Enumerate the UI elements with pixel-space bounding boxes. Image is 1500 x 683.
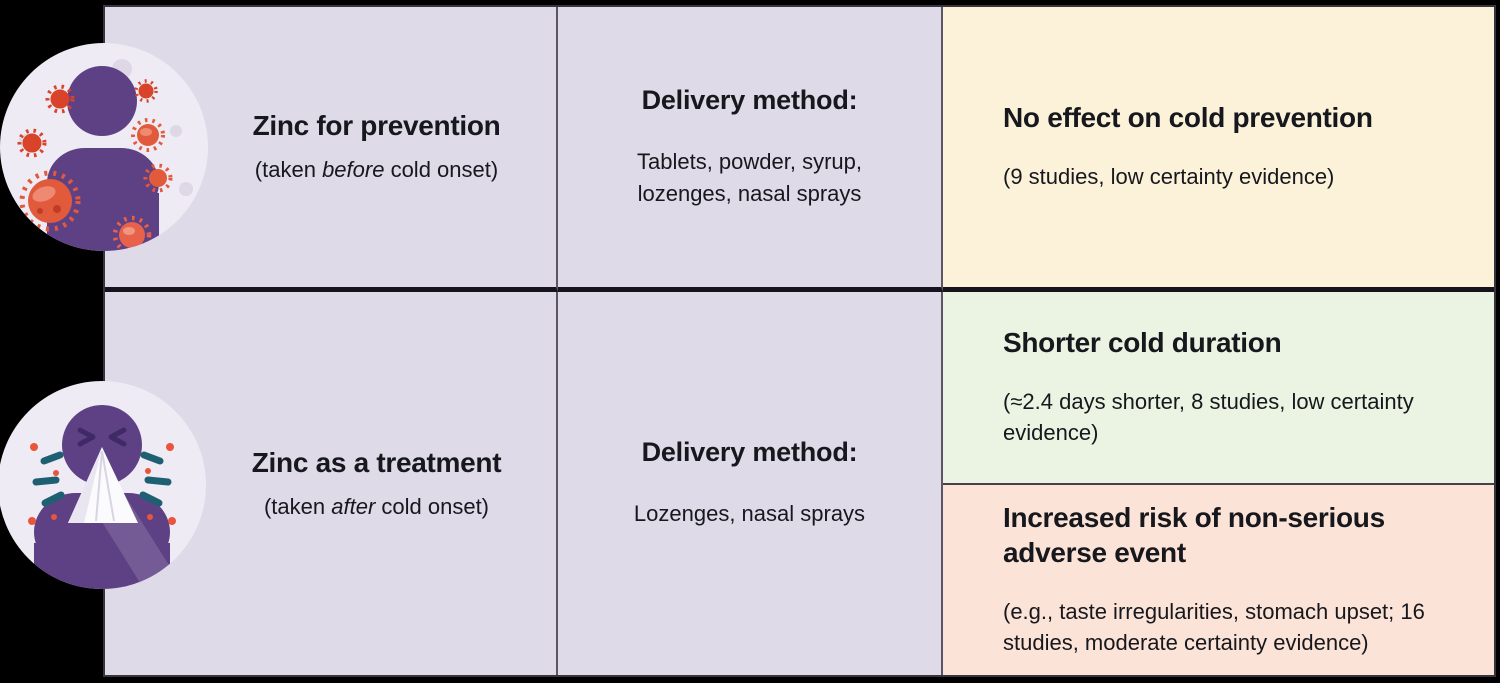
row-treatment-title: Zinc as a treatment <box>251 446 502 478</box>
outcome-detail: (e.g., taste irregularities, stomach ups… <box>1003 598 1425 655</box>
subtitle-suffix: cold onset) <box>375 493 490 519</box>
subtitle-italic-word: after <box>331 493 376 519</box>
outcome-detail: (9 studies, low certainty evidence) <box>1003 164 1335 190</box>
subtitle-prefix: (taken <box>263 493 332 519</box>
sneezing-person-icon <box>0 381 206 589</box>
outcome-title: Increased risk of non-serious adverse ev… <box>1003 502 1385 568</box>
person-with-viruses-icon <box>0 43 208 251</box>
delivery-heading: Delivery method: <box>641 85 858 116</box>
row-prevention-delivery-cell: Delivery method: Tablets, powder, syrup,… <box>558 7 943 292</box>
row-prevention-subtitle: (taken before cold onset) <box>255 156 498 185</box>
outcome-detail: (≈2.4 days shorter, 8 studies, low certa… <box>1003 389 1414 446</box>
delivery-heading: Delivery method: <box>641 437 858 468</box>
outcome-title: No effect on cold prevention <box>1003 102 1373 134</box>
outcome-no-effect: No effect on cold prevention (9 studies,… <box>943 7 1494 287</box>
row-prevention-title: Zinc for prevention <box>252 110 501 142</box>
outcome-shorter-duration: Shorter cold duration (≈2.4 days shorter… <box>943 292 1494 485</box>
delivery-items: Lozenges, nasal sprays <box>633 501 866 527</box>
outcome-title: Shorter cold duration <box>1003 326 1282 358</box>
subtitle-prefix: (taken <box>254 157 323 183</box>
delivery-items: Tablets, powder, syrup, lozenges, nasal … <box>636 149 862 206</box>
row-treatment-delivery-cell: Delivery method: Lozenges, nasal sprays <box>558 292 943 675</box>
outcome-adverse-events: Increased risk of non-serious adverse ev… <box>943 484 1494 675</box>
row-treatment-outcome-cell: Shorter cold duration (≈2.4 days shorter… <box>943 292 1494 675</box>
subtitle-suffix: cold onset) <box>384 157 499 183</box>
subtitle-italic-word: before <box>322 157 385 183</box>
row-treatment-subtitle: (taken after cold onset) <box>264 493 489 522</box>
evidence-table: Zinc for prevention (taken before cold o… <box>103 5 1496 677</box>
row-prevention-outcome-cell: No effect on cold prevention (9 studies,… <box>943 7 1494 292</box>
